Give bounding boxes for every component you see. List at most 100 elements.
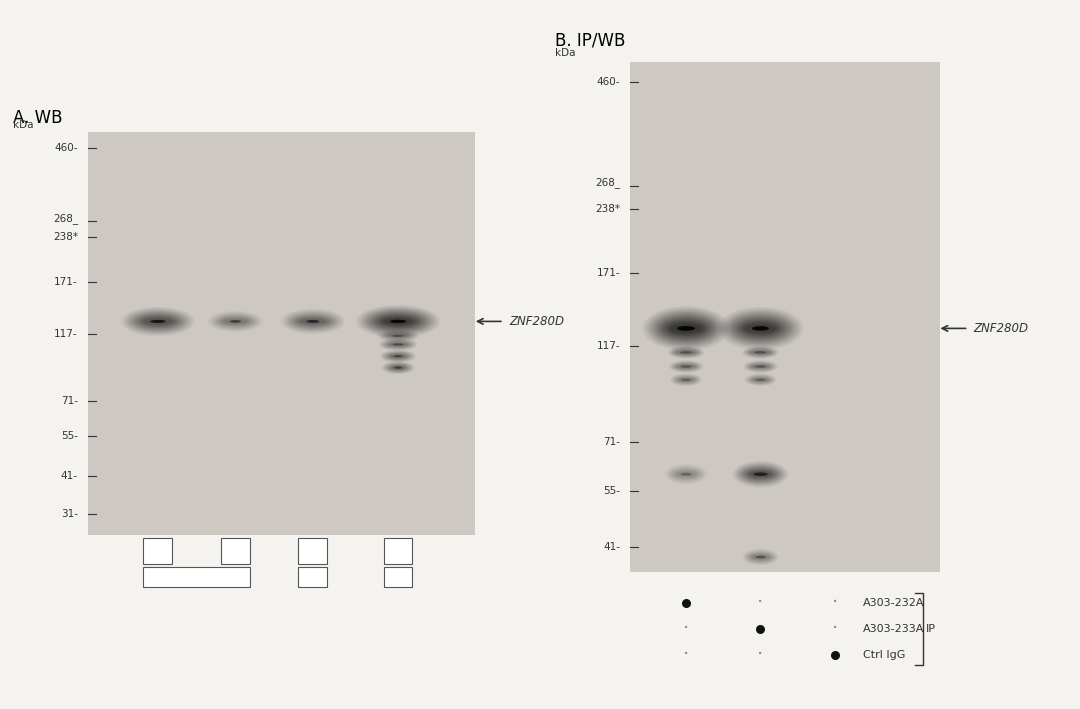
Ellipse shape (384, 362, 411, 373)
Ellipse shape (296, 317, 329, 326)
Text: A303-233A: A303-233A (863, 624, 924, 634)
Ellipse shape (741, 321, 780, 335)
Text: 117-: 117- (54, 328, 78, 339)
Text: 460-: 460- (596, 77, 620, 87)
Ellipse shape (742, 467, 780, 482)
Bar (221, 538, 249, 564)
Ellipse shape (671, 347, 702, 357)
Ellipse shape (387, 352, 409, 360)
Bar (89, 133, 475, 535)
Ellipse shape (388, 364, 408, 372)
Ellipse shape (677, 364, 696, 369)
Ellipse shape (381, 362, 415, 374)
Ellipse shape (383, 340, 413, 349)
Ellipse shape (748, 350, 772, 355)
Ellipse shape (674, 363, 698, 370)
Text: 238*: 238* (595, 204, 620, 214)
Ellipse shape (134, 313, 183, 330)
Ellipse shape (661, 318, 711, 339)
Ellipse shape (680, 351, 692, 354)
Ellipse shape (723, 310, 799, 347)
Bar (144, 567, 249, 587)
Ellipse shape (744, 347, 778, 358)
Ellipse shape (647, 309, 725, 348)
Ellipse shape (144, 318, 172, 325)
Ellipse shape (217, 316, 254, 328)
Ellipse shape (745, 361, 777, 372)
Ellipse shape (746, 348, 774, 357)
Ellipse shape (383, 318, 413, 325)
Ellipse shape (752, 378, 769, 382)
Ellipse shape (369, 311, 427, 331)
Ellipse shape (381, 317, 415, 326)
Ellipse shape (388, 342, 408, 347)
Ellipse shape (663, 319, 708, 337)
Ellipse shape (384, 341, 411, 348)
Ellipse shape (675, 364, 697, 369)
Ellipse shape (673, 362, 699, 371)
Ellipse shape (139, 316, 176, 327)
Ellipse shape (391, 365, 405, 370)
Ellipse shape (745, 324, 775, 333)
Ellipse shape (674, 470, 698, 479)
Text: 55-: 55- (603, 486, 620, 496)
Ellipse shape (747, 552, 773, 562)
Ellipse shape (218, 316, 253, 327)
Ellipse shape (745, 550, 775, 564)
Ellipse shape (673, 375, 700, 385)
Ellipse shape (739, 320, 782, 337)
Ellipse shape (141, 317, 174, 326)
Ellipse shape (654, 313, 718, 343)
Text: 268_: 268_ (595, 177, 620, 189)
Ellipse shape (755, 365, 766, 368)
Ellipse shape (675, 350, 698, 355)
Ellipse shape (740, 465, 781, 483)
Ellipse shape (746, 552, 774, 563)
Bar (298, 538, 327, 564)
Text: HeLa: HeLa (183, 572, 211, 582)
Ellipse shape (381, 340, 415, 350)
Ellipse shape (379, 316, 417, 327)
Ellipse shape (288, 313, 337, 330)
Ellipse shape (748, 553, 772, 562)
Ellipse shape (734, 317, 787, 340)
Text: ·: · (757, 645, 764, 664)
Ellipse shape (390, 354, 406, 359)
Ellipse shape (672, 348, 700, 357)
Ellipse shape (669, 346, 704, 359)
Ellipse shape (383, 333, 413, 340)
Bar (383, 538, 413, 564)
Ellipse shape (383, 362, 413, 374)
Ellipse shape (671, 361, 702, 372)
Ellipse shape (751, 377, 770, 383)
Ellipse shape (291, 313, 336, 329)
Text: A303-232A: A303-232A (863, 598, 924, 608)
Ellipse shape (750, 376, 771, 384)
Ellipse shape (222, 318, 248, 325)
Ellipse shape (727, 313, 794, 345)
Text: Ctrl IgG: Ctrl IgG (863, 649, 905, 659)
Text: ·: · (832, 619, 838, 638)
Point (752, 623, 769, 635)
Ellipse shape (130, 311, 187, 332)
Ellipse shape (390, 320, 406, 323)
Ellipse shape (367, 311, 429, 333)
Text: 268_: 268_ (53, 213, 78, 224)
Ellipse shape (363, 308, 433, 335)
Ellipse shape (743, 323, 778, 334)
Ellipse shape (747, 469, 774, 479)
Ellipse shape (380, 331, 416, 341)
Ellipse shape (383, 351, 413, 362)
Ellipse shape (359, 306, 437, 337)
Ellipse shape (720, 308, 801, 349)
Text: 41-: 41- (603, 542, 620, 552)
Ellipse shape (394, 367, 402, 369)
Ellipse shape (738, 464, 783, 484)
Ellipse shape (382, 332, 414, 340)
Text: ZNF280D: ZNF280D (509, 315, 564, 328)
Ellipse shape (745, 347, 775, 357)
Ellipse shape (752, 364, 770, 369)
Ellipse shape (132, 312, 185, 331)
Ellipse shape (743, 467, 778, 481)
Ellipse shape (377, 315, 419, 328)
